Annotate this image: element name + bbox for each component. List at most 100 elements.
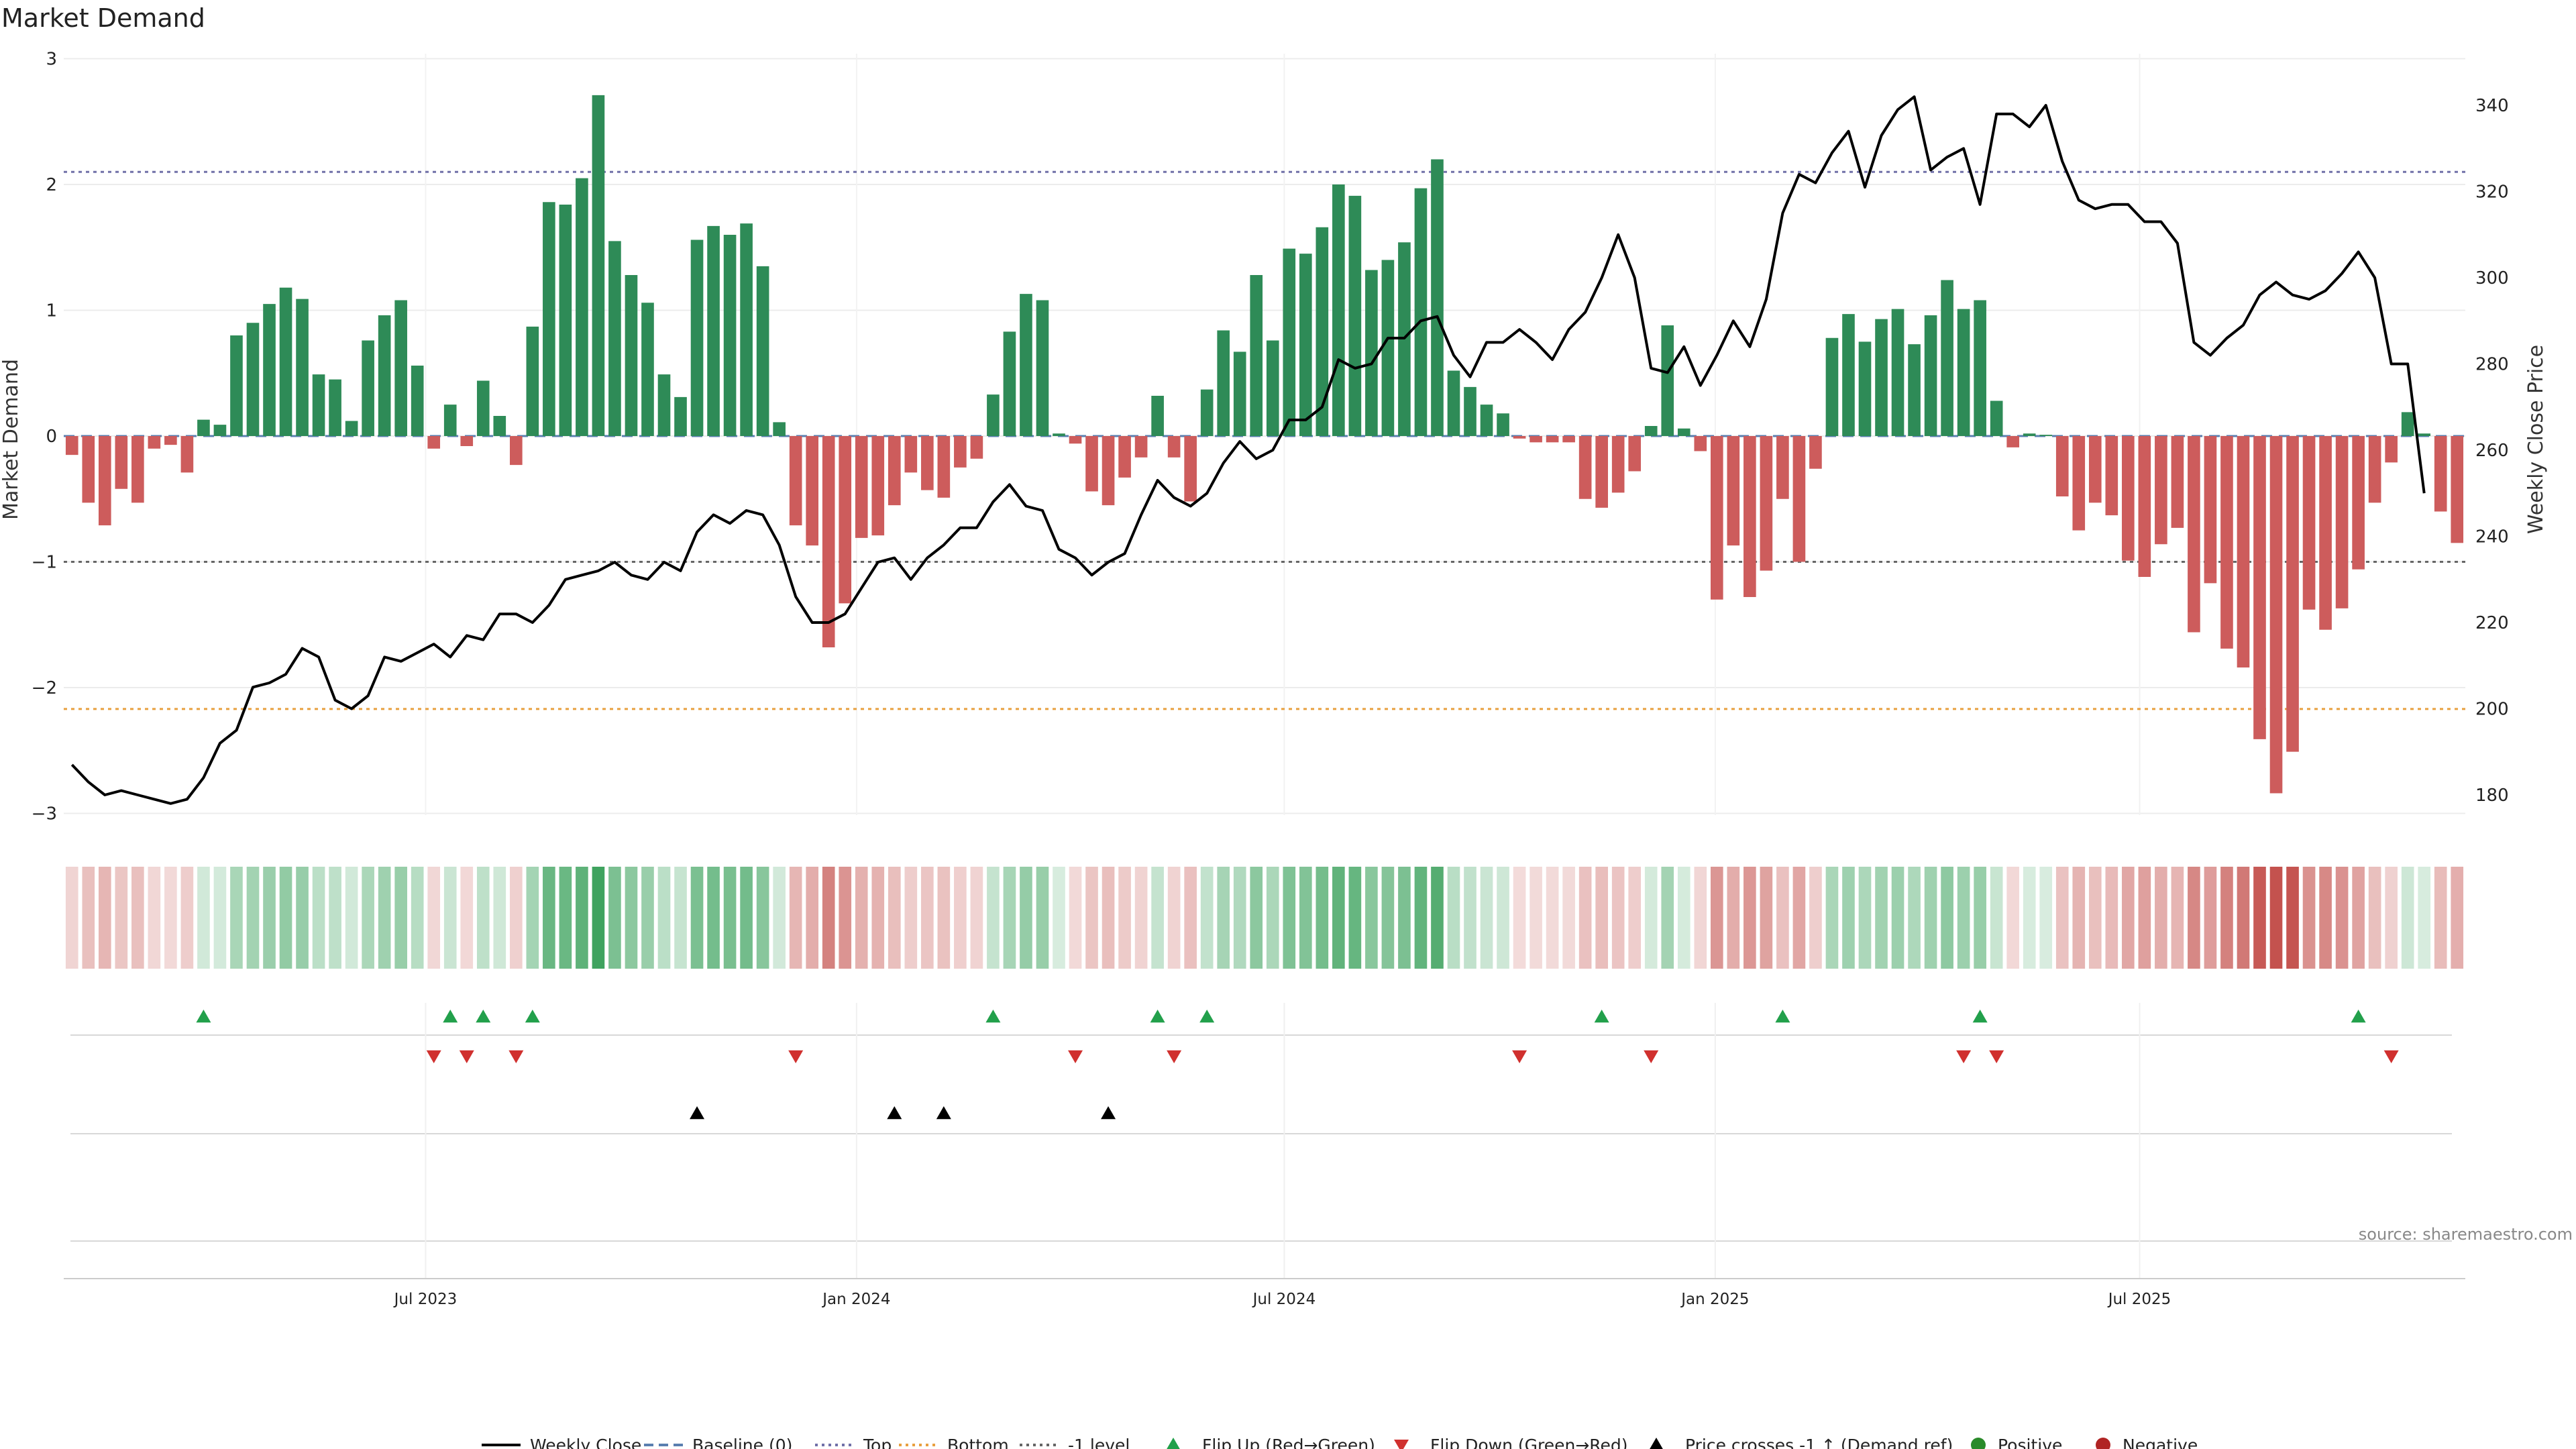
heat-cell [1858, 867, 1872, 969]
grid [64, 54, 2465, 815]
demand-bar [1480, 405, 1493, 436]
source-label: source: sharemaestro.com [2359, 1225, 2573, 1244]
demand-bar [279, 287, 292, 436]
heat-cell [362, 867, 374, 969]
right-tick-label: 280 [2475, 355, 2509, 375]
heat-cell [230, 867, 243, 969]
heat-cell [1842, 867, 1855, 969]
demand-bar [98, 436, 111, 526]
heat-cell [2401, 867, 2414, 969]
demand-bar [1710, 436, 1723, 600]
heat-cell [1809, 867, 1822, 969]
demand-bar [1118, 436, 1131, 478]
heat-cell [1908, 867, 1921, 969]
date-axis: Jul 2023 Jan 2024 Jul 2024 Jan 2025 Jul 2025 [393, 1291, 2171, 1308]
demand-bar [592, 95, 605, 436]
left-tick-label: 0 [46, 427, 57, 447]
demand-bar [2023, 433, 2036, 436]
heat-cell [2385, 867, 2398, 969]
heat-cell [1546, 867, 1559, 969]
demand-bar [954, 436, 967, 468]
heat-cell [1431, 867, 1444, 969]
right-tick-label: 200 [2475, 700, 2509, 720]
heat-cell [576, 867, 588, 969]
demand-bar [1562, 436, 1575, 443]
weekly-close-line [70, 95, 2426, 805]
demand-bar [180, 436, 194, 473]
heat-cell [559, 867, 572, 969]
legend-label: Negative [2123, 1436, 2198, 1449]
flip-up-marker [985, 1010, 1001, 1023]
demand-bar [1628, 436, 1642, 472]
demand-bar [263, 304, 276, 436]
demand-bar [625, 275, 638, 436]
left-axis-label: Market Demand [0, 359, 23, 520]
price-cross-marker [936, 1106, 951, 1120]
date-tick-label: Jul 2025 [2107, 1291, 2171, 1308]
demand-bar [1365, 270, 1378, 436]
demand-bar [690, 239, 704, 436]
heat-cell [197, 867, 210, 969]
heat-cell [1069, 867, 1082, 969]
heat-cell [657, 867, 671, 969]
demand-bar [871, 436, 885, 536]
flip-down-marker [426, 1050, 441, 1063]
heat-cell [987, 867, 1000, 969]
heat-cell [2335, 867, 2349, 969]
flip-up-marker [1775, 1010, 1790, 1023]
demand-bar [1908, 344, 1921, 436]
heat-cell [690, 867, 704, 969]
heat-cell [2055, 867, 2069, 969]
demand-bar [1513, 436, 1526, 439]
heat-cell [296, 867, 309, 969]
flip-up-marker [1150, 1010, 1165, 1023]
demand-bar [2006, 436, 2020, 447]
demand-bar [576, 178, 588, 436]
heat-cell [954, 867, 967, 969]
heat-cell [279, 867, 292, 969]
flip-up-marker [1199, 1010, 1215, 1023]
demand-bar [2319, 436, 2332, 630]
heat-cell [1611, 867, 1625, 969]
demand-bar [839, 436, 852, 604]
demand-bar [806, 436, 819, 546]
demand-bar [2138, 436, 2151, 577]
demand-bar [2220, 436, 2233, 649]
demand-bar [329, 379, 341, 436]
demand-bar [707, 225, 720, 436]
heat-cell [921, 867, 934, 969]
right-tick-label: 220 [2475, 613, 2509, 633]
legend-triangle-up-icon [1650, 1438, 1663, 1449]
legend-dot-icon [2096, 1438, 2110, 1449]
date-tick-label: Jul 2023 [393, 1291, 458, 1308]
price-cross-marker [887, 1106, 902, 1120]
heat-cell [115, 867, 128, 969]
heat-cell [2023, 867, 2036, 969]
demand-bar [2088, 436, 2102, 503]
heat-cell [1644, 867, 1658, 969]
demand-bar [427, 436, 441, 449]
demand-bar [164, 436, 177, 445]
heat-cell [871, 867, 885, 969]
heat-cell [1990, 867, 2003, 969]
demand-bar [509, 436, 523, 466]
heat-cell [625, 867, 638, 969]
demand-bar [1036, 300, 1049, 436]
demand-bar [1134, 436, 1148, 458]
legend-label: Top [863, 1436, 892, 1449]
demand-bar [2204, 436, 2217, 584]
flip-down-marker [1167, 1050, 1182, 1063]
heat-cell [1283, 867, 1296, 969]
demand-bar [1809, 436, 1822, 469]
demand-bar [937, 436, 951, 498]
demand-bar [1825, 337, 1839, 436]
heat-cell [1974, 867, 1986, 969]
legend-triangle-up-icon [1167, 1438, 1180, 1449]
right-axis-label: Weekly Close Price [2524, 345, 2548, 534]
flip-down-marker [1956, 1050, 1972, 1063]
demand-bar [1266, 340, 1279, 436]
heat-cell [1776, 867, 1789, 969]
demand-bar [1644, 426, 1658, 436]
demand-bar [2434, 436, 2447, 512]
heat-cell [82, 867, 95, 969]
